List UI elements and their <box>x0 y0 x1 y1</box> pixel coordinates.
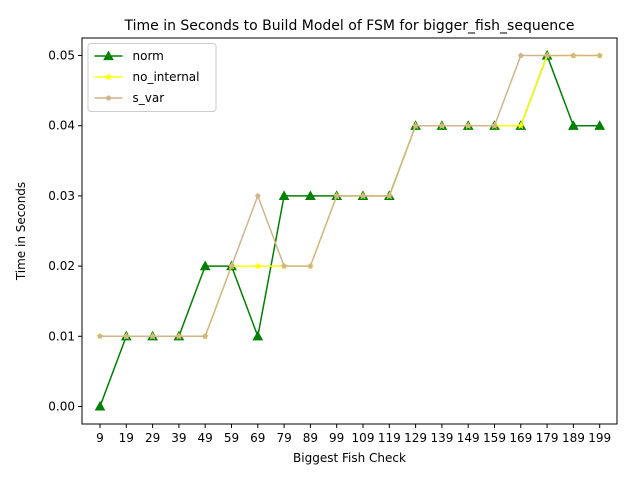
data-point <box>465 122 471 129</box>
x-tick-label: 99 <box>329 431 344 445</box>
x-axis-label: Biggest Fish Check <box>293 451 406 465</box>
plot-area <box>94 50 606 411</box>
x-tick-label: 79 <box>276 431 291 445</box>
legend-marker <box>105 95 112 101</box>
x-tick-label: 59 <box>224 431 239 445</box>
legend-marker <box>104 72 113 81</box>
data-point <box>596 52 603 58</box>
data-point <box>568 120 579 130</box>
y-tick-label: 0.04 <box>48 119 75 133</box>
series-line <box>100 54 600 338</box>
x-tick-label: 19 <box>119 431 134 445</box>
x-tick-label: 39 <box>171 431 186 445</box>
y-axis: 0.00 0.01 0.02 0.03 0.04 0.05 <box>48 49 82 413</box>
y-tick-label: 0.00 <box>48 399 75 413</box>
data-point <box>253 261 262 270</box>
data-point <box>176 333 182 339</box>
y-tick-label: 0.02 <box>48 259 75 273</box>
x-tick-label: 169 <box>509 431 532 445</box>
legend-item: norm <box>94 49 164 63</box>
data-point <box>518 52 524 58</box>
y-tick-label: 0.01 <box>48 329 75 343</box>
x-tick-label: 199 <box>588 431 611 445</box>
data-point <box>360 193 366 199</box>
data-point <box>252 330 264 341</box>
y-tick-label: 0.03 <box>48 189 75 203</box>
legend-label: no_internal <box>133 70 200 84</box>
x-tick-label: 149 <box>457 431 480 445</box>
data-point <box>439 122 445 129</box>
legend-item: no_internal <box>94 70 200 84</box>
data-point <box>544 52 550 58</box>
legend-marker <box>103 50 114 61</box>
legend: norm no_internal s_var <box>87 43 217 112</box>
data-point <box>412 122 419 129</box>
x-tick-label: 109 <box>352 431 375 445</box>
x-tick-label: 9 <box>96 431 104 445</box>
y-axis-label: Time in Seconds <box>14 182 28 281</box>
x-tick-label: 179 <box>536 431 559 445</box>
data-point <box>255 193 261 199</box>
legend-box <box>87 43 217 112</box>
data-point <box>97 333 103 339</box>
x-tick-label: 49 <box>198 431 213 445</box>
x-tick-label: 159 <box>483 431 506 445</box>
x-tick-label: 119 <box>378 431 401 445</box>
data-point <box>386 193 393 199</box>
legend-label: norm <box>133 49 164 63</box>
data-point <box>307 263 314 269</box>
data-point <box>123 333 130 339</box>
data-point <box>333 193 340 199</box>
data-point <box>94 400 106 411</box>
axes-frame <box>81 37 618 425</box>
series-s-var <box>97 52 603 339</box>
legend-label: s_var <box>133 91 165 105</box>
data-point <box>305 190 316 201</box>
chart-title: Time in Seconds to Build Model of FSM fo… <box>123 18 574 34</box>
x-tick-label: 139 <box>430 431 453 445</box>
data-point <box>594 120 606 130</box>
data-point <box>202 333 208 339</box>
data-point <box>199 260 211 271</box>
legend-item: s_var <box>94 91 165 105</box>
x-axis: 9 19 29 39 49 59 69 79 89 99 109 119 129 139 149 159 169… <box>96 424 611 445</box>
data-point <box>281 263 287 269</box>
x-tick-label: 89 <box>303 431 318 445</box>
x-tick-label: 189 <box>562 431 585 445</box>
data-point <box>491 122 498 129</box>
data-point <box>278 190 290 201</box>
x-tick-label: 29 <box>145 431 160 445</box>
data-point <box>570 52 577 58</box>
data-point <box>149 333 156 339</box>
x-tick-label: 129 <box>404 431 427 445</box>
data-point <box>228 263 235 269</box>
y-tick-label: 0.05 <box>48 49 75 63</box>
data-point <box>516 121 525 130</box>
x-tick-label: 69 <box>250 431 265 445</box>
